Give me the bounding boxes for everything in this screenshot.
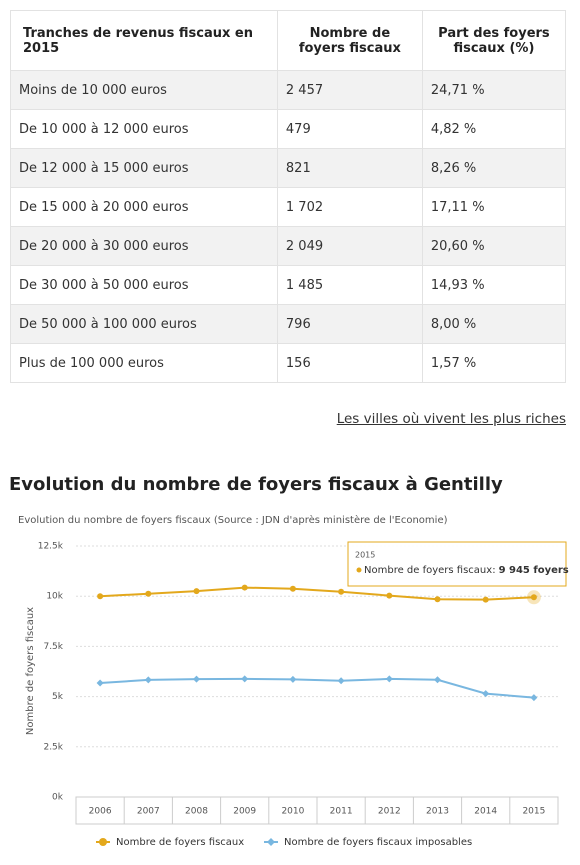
table-cell: 1 702 xyxy=(276,187,423,227)
tooltip-box xyxy=(347,541,567,587)
data-point xyxy=(193,588,200,595)
section-heading: Evolution du nombre de foyers fiscaux à … xyxy=(9,474,503,495)
legend-marker xyxy=(267,838,275,846)
data-point xyxy=(145,590,152,597)
table-cell: De 30 000 à 50 000 euros xyxy=(10,265,278,305)
x-tick-label: 2010 xyxy=(281,807,304,817)
table-cell: 24,71 % xyxy=(421,70,567,110)
table-row: Moins de 10 000 euros 2 457 24,71 % xyxy=(10,70,567,110)
data-point xyxy=(530,594,537,601)
y-tick-label: 12.5k xyxy=(38,542,64,552)
data-point xyxy=(289,585,296,592)
x-tick-label: 2009 xyxy=(233,807,256,817)
table-row: De 30 000 à 50 000 euros 1 485 14,93 % xyxy=(10,265,567,305)
y-tick-label: 10k xyxy=(46,592,63,602)
table-cell: 1 485 xyxy=(276,265,423,305)
tooltip-text: Nombre de foyers fiscaux: 9 945 foyers xyxy=(364,565,569,576)
table-cell: 479 xyxy=(276,109,423,149)
table-row: Plus de 100 000 euros 156 1,57 % xyxy=(10,343,567,383)
data-point xyxy=(385,675,393,683)
income-table: Tranches de revenus fiscaux en 2015 Nombr… xyxy=(10,10,567,383)
table-cell: 2 049 xyxy=(276,226,423,266)
y-tick-label: 5k xyxy=(52,692,64,702)
table-row: De 20 000 à 30 000 euros 2 049 20,60 % xyxy=(10,226,567,266)
data-point xyxy=(97,593,104,600)
data-point xyxy=(241,584,248,591)
column-header: Nombre de foyers fiscaux xyxy=(276,10,423,71)
table-cell: 2 457 xyxy=(276,70,423,110)
x-tick-label: 2015 xyxy=(522,807,545,817)
x-tick-label: 2012 xyxy=(378,807,401,817)
table-cell: 17,11 % xyxy=(421,187,567,227)
legend-marker xyxy=(99,838,107,846)
table-cell: 796 xyxy=(276,304,423,344)
data-point xyxy=(241,675,249,683)
table-cell: 14,93 % xyxy=(421,265,567,305)
chart-subtitle: Evolution du nombre de foyers fiscaux (S… xyxy=(18,514,448,526)
x-tick-label: 2006 xyxy=(89,807,112,817)
data-point xyxy=(338,588,345,595)
data-point xyxy=(530,694,538,702)
table-cell: 20,60 % xyxy=(421,226,567,266)
data-point xyxy=(289,675,297,683)
table-cell: 1,57 % xyxy=(421,343,567,383)
x-tick-label: 2007 xyxy=(137,807,160,817)
data-point xyxy=(193,675,200,683)
data-point xyxy=(482,690,490,698)
tooltip-title: 2015 xyxy=(355,551,375,560)
tooltip-value: 9 945 foyers xyxy=(499,565,569,576)
tooltip-marker xyxy=(356,567,362,573)
column-header: Part des foyers fiscaux (%) xyxy=(421,10,567,71)
table-cell: De 50 000 à 100 000 euros xyxy=(10,304,278,344)
table-cell: 8,26 % xyxy=(421,148,567,188)
table-cell: De 10 000 à 12 000 euros xyxy=(10,109,278,149)
data-point xyxy=(482,596,489,603)
link[interactable]: Les villes où vivent les plus riches xyxy=(336,411,566,427)
data-point xyxy=(96,679,104,687)
data-point xyxy=(144,676,152,684)
highlight-halo xyxy=(526,590,541,605)
table-cell: 821 xyxy=(276,148,423,188)
table-row: De 50 000 à 100 000 euros 796 8,00 % xyxy=(10,304,567,344)
x-tick-label: 2014 xyxy=(474,807,497,817)
table-cell: 156 xyxy=(276,343,423,383)
x-tick-label: 2008 xyxy=(185,807,208,817)
data-point xyxy=(337,677,345,685)
tooltip-series: Nombre de foyers fiscaux: xyxy=(364,565,496,576)
data-point xyxy=(434,676,441,684)
y-axis-label: Nombre de foyers fiscaux xyxy=(25,607,36,735)
table-row: De 15 000 à 20 000 euros 1 702 17,11 % xyxy=(10,187,567,227)
series-line xyxy=(100,586,534,601)
table-cell: De 20 000 à 30 000 euros xyxy=(10,226,278,266)
x-tick-label: 2013 xyxy=(426,807,449,817)
table-cell: 8,00 % xyxy=(421,304,567,344)
y-tick-label: 0k xyxy=(52,793,64,803)
chart: Evolution du nombre de foyers fiscaux (S… xyxy=(18,514,569,848)
y-tick-label: 7.5k xyxy=(43,642,63,652)
y-tick-label: 2.5k xyxy=(43,742,63,752)
column-header: Tranches de revenus fiscaux en 2015 xyxy=(10,10,278,71)
table-cell: De 15 000 à 20 000 euros xyxy=(10,187,278,227)
data-point xyxy=(386,592,393,599)
table-row: De 12 000 à 15 000 euros 821 8,26 % xyxy=(10,148,567,188)
table-cell: 4,82 % xyxy=(421,109,567,149)
data-point xyxy=(434,596,441,603)
table-cell: Plus de 100 000 euros xyxy=(10,343,278,383)
table-cell: De 12 000 à 15 000 euros xyxy=(10,148,278,188)
series-line xyxy=(100,677,534,699)
legend-label: Nombre de foyers fiscaux imposables xyxy=(284,837,472,848)
table-row: De 10 000 à 12 000 euros 479 4,82 % xyxy=(10,109,567,149)
table-cell: Moins de 10 000 euros xyxy=(10,70,278,110)
x-tick-label: 2011 xyxy=(330,807,353,817)
legend-label: Nombre de foyers fiscaux xyxy=(116,837,244,848)
